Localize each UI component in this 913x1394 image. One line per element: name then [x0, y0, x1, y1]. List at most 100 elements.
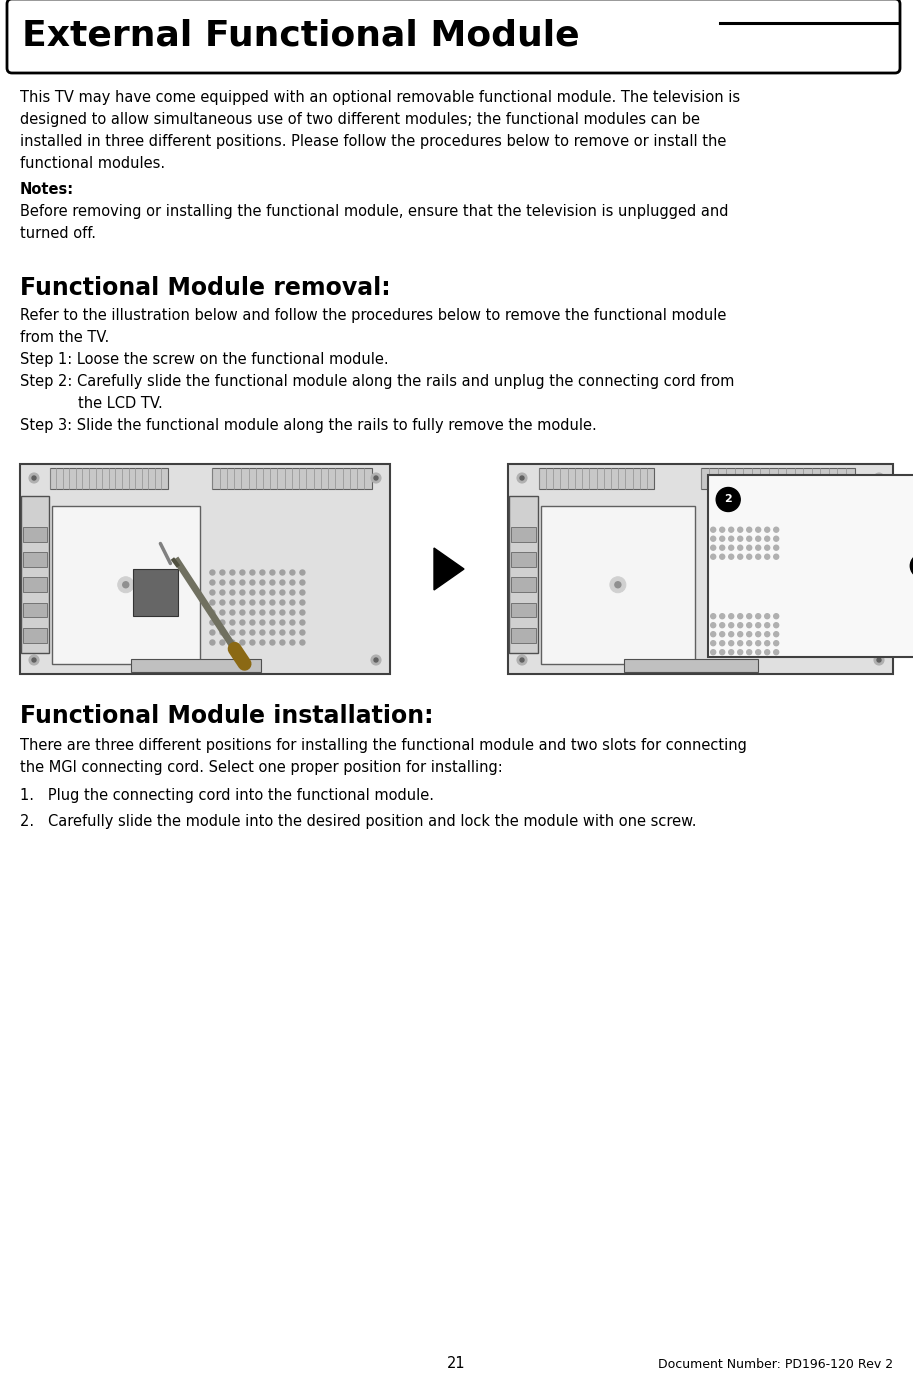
Circle shape — [230, 590, 235, 595]
Circle shape — [374, 658, 378, 662]
Bar — [213, 468, 372, 489]
Circle shape — [220, 611, 225, 615]
Circle shape — [240, 640, 245, 645]
Circle shape — [280, 599, 285, 605]
Circle shape — [719, 623, 725, 627]
Circle shape — [290, 590, 295, 595]
Circle shape — [773, 613, 779, 619]
Bar — [508, 464, 893, 675]
Bar — [21, 495, 48, 652]
Circle shape — [290, 611, 295, 615]
Circle shape — [270, 599, 275, 605]
Circle shape — [710, 555, 716, 559]
Circle shape — [210, 570, 215, 574]
Circle shape — [756, 527, 761, 533]
Circle shape — [765, 613, 770, 619]
Circle shape — [756, 623, 761, 627]
Circle shape — [710, 537, 716, 541]
Circle shape — [716, 488, 740, 512]
Circle shape — [220, 620, 225, 625]
Text: Functional Module installation:: Functional Module installation: — [20, 704, 434, 728]
Circle shape — [773, 631, 779, 637]
Circle shape — [756, 631, 761, 637]
Text: turned off.: turned off. — [20, 226, 96, 241]
Circle shape — [371, 473, 381, 482]
Bar — [20, 464, 390, 675]
Text: from the TV.: from the TV. — [20, 330, 110, 344]
Circle shape — [220, 640, 225, 645]
Circle shape — [738, 641, 742, 645]
Circle shape — [270, 570, 275, 574]
Circle shape — [220, 630, 225, 636]
Bar — [23, 602, 47, 618]
Text: 1.   Plug the connecting cord into the functional module.: 1. Plug the connecting cord into the fun… — [20, 788, 434, 803]
Text: There are three different positions for installing the functional module and two: There are three different positions for … — [20, 737, 747, 753]
Text: the MGI connecting cord. Select one proper position for installing:: the MGI connecting cord. Select one prop… — [20, 760, 503, 775]
Circle shape — [765, 537, 770, 541]
Text: Step 2: Carefully slide the functional module along the rails and unplug the con: Step 2: Carefully slide the functional m… — [20, 374, 734, 389]
Circle shape — [230, 620, 235, 625]
Bar — [708, 474, 913, 657]
Bar — [49, 468, 168, 489]
Circle shape — [230, 580, 235, 585]
Circle shape — [710, 527, 716, 533]
Circle shape — [719, 527, 725, 533]
Circle shape — [773, 527, 779, 533]
Circle shape — [290, 570, 295, 574]
Circle shape — [280, 580, 285, 585]
Circle shape — [122, 581, 129, 588]
Circle shape — [280, 640, 285, 645]
Circle shape — [747, 623, 751, 627]
Circle shape — [250, 580, 255, 585]
Circle shape — [765, 631, 770, 637]
Bar — [131, 659, 260, 672]
Circle shape — [756, 555, 761, 559]
Circle shape — [910, 553, 913, 579]
Circle shape — [756, 650, 761, 655]
Circle shape — [756, 537, 761, 541]
Circle shape — [32, 658, 36, 662]
Circle shape — [240, 580, 245, 585]
Circle shape — [299, 590, 305, 595]
Circle shape — [877, 658, 881, 662]
Circle shape — [240, 611, 245, 615]
Circle shape — [270, 580, 275, 585]
Bar — [700, 468, 855, 489]
Circle shape — [747, 613, 751, 619]
Circle shape — [738, 613, 742, 619]
Text: Step 3: Slide the functional module along the rails to fully remove the module.: Step 3: Slide the functional module alon… — [20, 418, 597, 434]
Circle shape — [710, 641, 716, 645]
Circle shape — [719, 631, 725, 637]
Circle shape — [290, 630, 295, 636]
Circle shape — [520, 658, 524, 662]
Circle shape — [747, 641, 751, 645]
Circle shape — [729, 545, 734, 551]
Circle shape — [374, 475, 378, 480]
Circle shape — [240, 599, 245, 605]
Circle shape — [118, 577, 133, 592]
Circle shape — [240, 590, 245, 595]
Circle shape — [210, 590, 215, 595]
Circle shape — [210, 630, 215, 636]
Circle shape — [765, 545, 770, 551]
Circle shape — [747, 545, 751, 551]
Bar — [624, 659, 759, 672]
Text: External Functional Module: External Functional Module — [22, 20, 580, 53]
Circle shape — [738, 537, 742, 541]
Circle shape — [710, 623, 716, 627]
Circle shape — [270, 611, 275, 615]
Bar — [511, 577, 536, 592]
Circle shape — [290, 620, 295, 625]
Circle shape — [210, 599, 215, 605]
Circle shape — [747, 555, 751, 559]
Circle shape — [773, 650, 779, 655]
Circle shape — [280, 611, 285, 615]
Circle shape — [230, 599, 235, 605]
Text: designed to allow simultaneous use of two different modules; the functional modu: designed to allow simultaneous use of tw… — [20, 112, 700, 127]
Circle shape — [773, 641, 779, 645]
Circle shape — [710, 545, 716, 551]
Circle shape — [230, 611, 235, 615]
Circle shape — [250, 640, 255, 645]
Circle shape — [610, 577, 626, 592]
Circle shape — [747, 631, 751, 637]
